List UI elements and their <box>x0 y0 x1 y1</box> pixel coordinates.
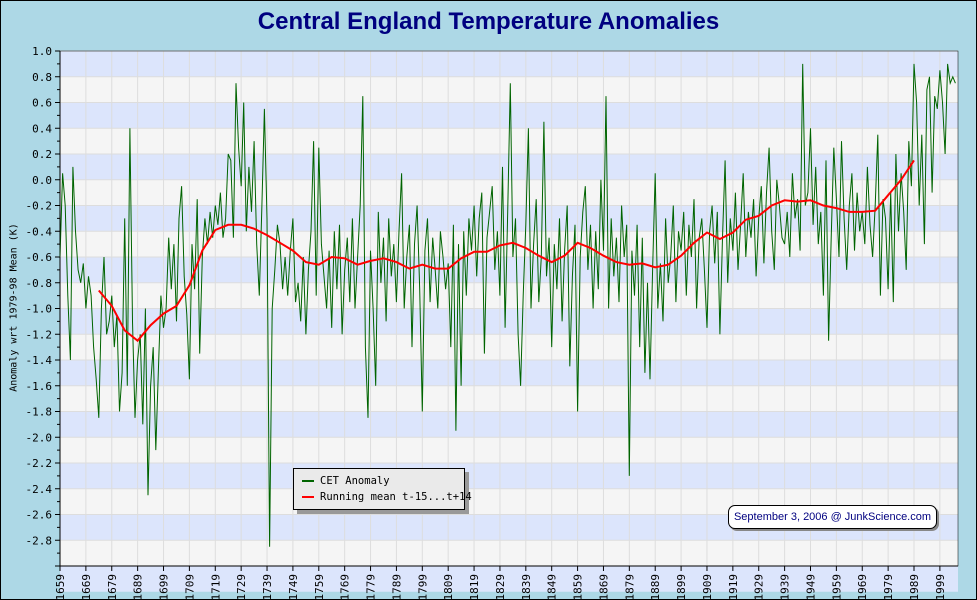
x-tick-label: 1949 <box>804 574 817 600</box>
legend-label: CET Anomaly <box>320 475 390 487</box>
x-tick-label: 1899 <box>675 574 688 600</box>
x-tick-label: 1889 <box>649 574 662 600</box>
grid-band <box>60 205 958 232</box>
x-tick-label: 1969 <box>856 574 869 600</box>
legend-swatch-green <box>302 480 314 482</box>
y-tick-label: -1.8 <box>26 406 53 419</box>
x-tick-label: 1999 <box>934 574 947 600</box>
x-tick-label: 1719 <box>209 574 222 600</box>
x-tick-label: 1669 <box>80 574 93 600</box>
x-tick-label: 1849 <box>546 574 559 600</box>
y-tick-label: -2.2 <box>26 457 53 470</box>
x-tick-label: 1819 <box>468 574 481 600</box>
grid-band <box>60 411 958 438</box>
x-tick-label: 1769 <box>339 574 352 600</box>
legend-swatch-red <box>302 496 314 498</box>
x-tick-label: 1729 <box>235 574 248 600</box>
x-tick-label: 1659 <box>54 574 67 600</box>
y-tick-label: -2.0 <box>26 431 53 444</box>
x-tick-label: 1929 <box>753 574 766 600</box>
x-tick-label: 1839 <box>520 574 533 600</box>
x-tick-label: 1829 <box>494 574 507 600</box>
x-tick-label: 1739 <box>261 574 274 600</box>
x-tick-label: 1789 <box>390 574 403 600</box>
grid-band <box>60 566 958 592</box>
y-tick-label: -0.6 <box>26 251 53 264</box>
y-tick-label: -2.8 <box>26 534 53 547</box>
x-tick-label: 1779 <box>365 574 378 600</box>
y-tick-label: 0.6 <box>32 97 52 110</box>
y-tick-label: -0.4 <box>26 225 53 238</box>
x-tick-label: 1709 <box>183 574 196 600</box>
y-tick-label: 1.0 <box>32 45 52 58</box>
y-tick-label: -0.8 <box>26 277 53 290</box>
x-tick-label: 1749 <box>287 574 300 600</box>
x-tick-label: 1809 <box>442 574 455 600</box>
x-tick-label: 1689 <box>132 574 145 600</box>
y-tick-label: -0.2 <box>26 200 53 213</box>
grid-band <box>60 257 958 283</box>
grid-band <box>60 360 958 386</box>
x-tick-label: 1699 <box>158 574 171 600</box>
y-tick-label: -2.6 <box>26 509 53 522</box>
y-tick-label: -1.0 <box>26 303 53 316</box>
x-tick-label: 1869 <box>597 574 610 600</box>
grid-band <box>60 308 958 335</box>
y-tick-label: 0.2 <box>32 148 52 161</box>
y-tick-label: 0.0 <box>32 174 52 187</box>
x-tick-label: 1919 <box>727 574 740 600</box>
chart-title: Central England Temperature Anomalies <box>257 8 720 35</box>
x-tick-label: 1959 <box>830 574 843 600</box>
x-tick-label: 1979 <box>882 574 895 600</box>
y-tick-label: 0.8 <box>32 71 52 84</box>
y-tick-label: -1.4 <box>26 354 53 367</box>
y-tick-label: -2.4 <box>26 483 53 496</box>
x-tick-label: 1879 <box>623 574 636 600</box>
y-tick-label: 0.4 <box>32 122 52 135</box>
x-tick-label: 1909 <box>701 574 714 600</box>
legend-label: Running mean t-15...t+14 <box>320 491 472 503</box>
grid-band <box>60 463 958 489</box>
x-tick-label: 1989 <box>908 574 921 600</box>
legend-item-running-mean: Running mean t-15...t+14 <box>302 491 472 503</box>
date-annotation: September 3, 2006 @ JunkScience.com <box>728 505 937 529</box>
x-tick-label: 1799 <box>416 574 429 600</box>
plot-border <box>59 50 959 567</box>
legend-item-cet: CET Anomaly <box>302 475 390 487</box>
x-tick-label: 1679 <box>106 574 119 600</box>
series-line-running-mean <box>98 159 915 343</box>
y-tick-label: -1.6 <box>26 380 53 393</box>
x-tick-label: 1939 <box>779 574 792 600</box>
x-tick-label: 1859 <box>572 574 585 600</box>
grid-band <box>60 51 958 77</box>
legend: CET Anomaly Running mean t-15...t+14 <box>293 468 472 510</box>
x-tick-label: 1759 <box>313 574 326 600</box>
y-tick-label: -1.2 <box>26 328 53 341</box>
